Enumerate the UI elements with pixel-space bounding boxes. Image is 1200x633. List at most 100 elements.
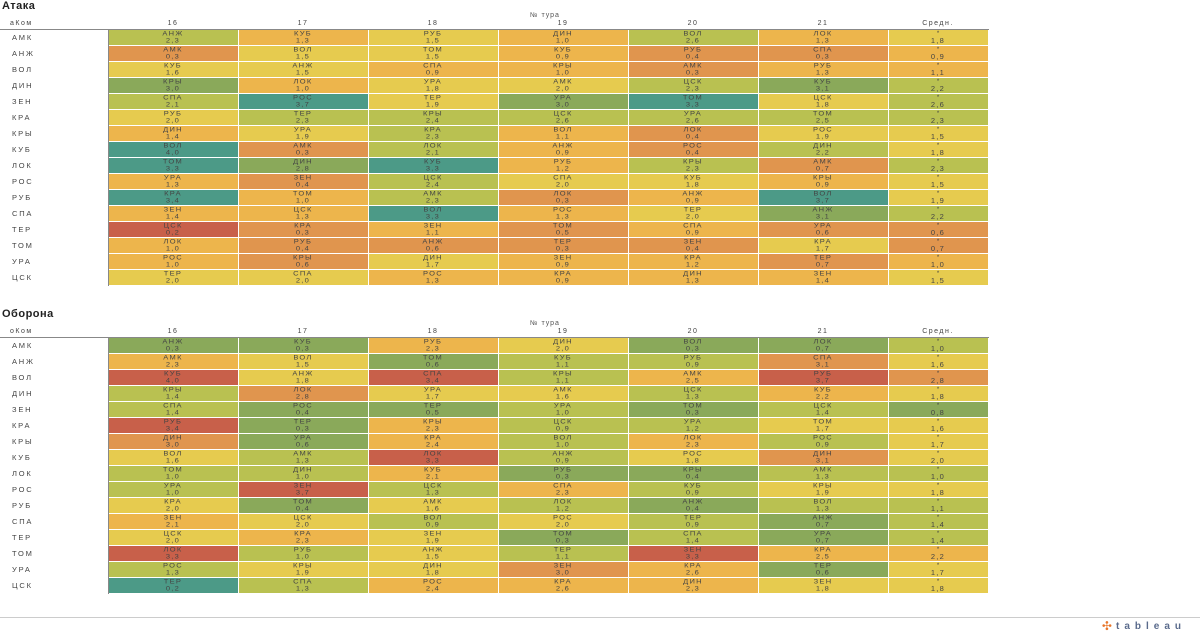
heatmap-cell: ЦСК 0,2 xyxy=(108,221,239,238)
opponent-label: АМК xyxy=(163,353,183,362)
cell-value: 0,9 xyxy=(685,520,701,528)
heatmap-cell: РУБ 0,4 xyxy=(238,237,369,254)
average-cell: * 2,0 xyxy=(888,449,989,466)
heatmap-cell: ЦСК 2,0 xyxy=(108,529,239,546)
average-cell: * 2,6 xyxy=(888,93,989,110)
average-value: 1,1 xyxy=(930,67,946,77)
average-marker: * xyxy=(936,31,940,37)
heatmap-cell: КРА 0,9 xyxy=(498,269,629,286)
team-label: УРА xyxy=(0,561,109,578)
opponent-label: УРА xyxy=(553,93,573,102)
average-cell: * 2,8 xyxy=(888,369,989,386)
team-label: ДИН xyxy=(0,77,109,94)
opponent-label: РУБ xyxy=(553,157,573,166)
opponent-label: ДИН xyxy=(163,125,183,134)
team-label: КУБ xyxy=(0,141,109,158)
heatmap-cell: ВОЛ 1,5 xyxy=(238,353,369,370)
team-row: КРЫ ДИН 1,4 УРА 1,9 КРА 2,3 ВОЛ 1,1 ЛОК 0,4 РОС 1,9 *… xyxy=(0,125,989,142)
heatmap-cell: АМК 1,6 xyxy=(498,385,629,402)
average-cell: * 1,0 xyxy=(888,337,989,354)
heatmap-cell: АНЖ 0,6 xyxy=(368,237,499,254)
average-value: 1,9 xyxy=(930,195,946,205)
average-value: 2,8 xyxy=(930,375,946,385)
heatmap-cell: УРА 1,2 xyxy=(628,417,759,434)
opponent-label: КРЫ xyxy=(423,109,443,118)
cell-value: 1,0 xyxy=(295,196,311,204)
opponent-label: РУБ xyxy=(423,29,443,38)
heatmap-cell: ТОМ 1,0 xyxy=(108,465,239,482)
heatmap-cell: КРЫ 1,9 xyxy=(758,481,889,498)
opponent-label: ЗЕН xyxy=(683,545,703,554)
heatmap-cell: ТОМ 2,5 xyxy=(758,109,889,126)
cell-value: 2,4 xyxy=(425,584,441,592)
team-row: ДИН КРЫ 3,0 ЛОК 1,0 УРА 1,8 АМК 2,0 ЦСК 2,3 КУБ 3,1 *… xyxy=(0,77,989,94)
opponent-label: ДИН xyxy=(553,29,573,38)
cell-value: 1,9 xyxy=(295,132,311,140)
heatmap-cell: ВОЛ 1,0 xyxy=(498,433,629,450)
heatmap-cell: РОС 1,3 xyxy=(108,561,239,578)
cell-value: 2,1 xyxy=(425,148,441,156)
opponent-label: АНЖ xyxy=(292,369,314,378)
heatmap-cell: РУБ 3,4 xyxy=(108,417,239,434)
average-value: 2,3 xyxy=(930,163,946,173)
cell-value: 0,9 xyxy=(425,520,441,528)
cell-value: 0,7 xyxy=(815,164,831,172)
cell-value: 3,3 xyxy=(165,552,181,560)
opponent-label: КРА xyxy=(294,529,312,538)
cell-value: 2,4 xyxy=(425,116,441,124)
average-value: 1,0 xyxy=(930,343,946,353)
opponent-label: РОС xyxy=(423,577,443,586)
opponent-label: АМК xyxy=(423,497,443,506)
cell-value: 4,0 xyxy=(165,148,181,156)
heatmap-cell: ЦСК 1,8 xyxy=(758,93,889,110)
cell-value: 3,1 xyxy=(815,456,831,464)
heatmap-cell: ДИН 3,0 xyxy=(108,433,239,450)
average-header: Средн. xyxy=(888,18,988,30)
round-header: 18 xyxy=(368,326,498,338)
team-row: ТОМ ЛОК 1,0 РУБ 0,4 АНЖ 0,6 ТЕР 0,3 ЗЕН 0,4 КРА 1,7 *… xyxy=(0,237,989,254)
opponent-label: СПА xyxy=(423,369,443,378)
heatmap-cell: ЛОК 2,1 xyxy=(368,141,499,158)
cell-value: 3,3 xyxy=(425,212,441,220)
heatmap-cell: АМК 0,3 xyxy=(108,45,239,62)
opponent-label: ТОМ xyxy=(422,353,444,362)
heatmap-cell: ТЕР 1,9 xyxy=(368,93,499,110)
heatmap-cell: КРЫ 0,6 xyxy=(238,253,369,270)
opponent-label: АНЖ xyxy=(292,61,314,70)
team-label: КРЫ xyxy=(0,433,109,450)
heatmap-cell: ЗЕН 0,4 xyxy=(628,237,759,254)
cell-value: 0,3 xyxy=(555,196,571,204)
cell-value: 1,6 xyxy=(165,68,181,76)
opponent-label: РУБ xyxy=(683,353,703,362)
heatmap-cell: ЦСК 1,3 xyxy=(628,385,759,402)
opponent-label: РОС xyxy=(553,205,573,214)
heatmap-cell: ЗЕН 1,9 xyxy=(368,529,499,546)
cell-value: 1,8 xyxy=(685,456,701,464)
average-marker: * xyxy=(936,207,940,213)
heatmap-cell: РУБ 1,2 xyxy=(498,157,629,174)
opponent-label: ТОМ xyxy=(162,465,184,474)
opponent-label: ЗЕН xyxy=(293,173,313,182)
heatmap-cell: ЦСК 0,9 xyxy=(498,417,629,434)
cell-value: 0,7 xyxy=(815,260,831,268)
average-value: 1,6 xyxy=(930,359,946,369)
opponent-label: ТЕР xyxy=(813,253,833,262)
average-marker: * xyxy=(936,47,940,53)
average-cell: * 1,4 xyxy=(888,513,989,530)
opponent-label: ЗЕН xyxy=(553,561,573,570)
heatmap-cell: КРЫ 0,9 xyxy=(758,173,889,190)
cell-value: 0,7 xyxy=(815,536,831,544)
cell-value: 0,4 xyxy=(685,52,701,60)
team-column-header: аКом xyxy=(0,18,108,30)
heatmap-cell: РУБ 0,4 xyxy=(628,45,759,62)
heatmap-cell: ЦСК 1,3 xyxy=(368,481,499,498)
tableau-logo[interactable]: ✣ tableau xyxy=(1102,619,1186,633)
opponent-label: УРА xyxy=(813,529,833,538)
cell-value: 3,7 xyxy=(295,100,311,108)
heatmap-cell: ЛОК 2,8 xyxy=(238,385,369,402)
opponent-label: УРА xyxy=(163,481,183,490)
average-value: 0,9 xyxy=(930,51,946,61)
average-cell: * 1,5 xyxy=(888,173,989,190)
opponent-label: ЛОК xyxy=(293,77,313,86)
opponent-label: ДИН xyxy=(163,433,183,442)
